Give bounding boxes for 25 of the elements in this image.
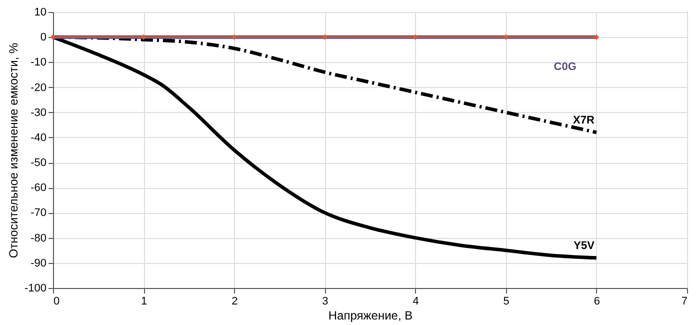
x-tick-label: 1 [141,296,148,308]
y-tick-label: -90 [30,257,46,270]
y-tick-label: -70 [30,207,46,220]
y-tick-label: -60 [30,182,46,194]
y-tick-label: 0 [40,32,46,44]
x-tick-label: 2 [232,296,238,308]
y-tick-label: -30 [30,106,46,119]
y-tick-label: -20 [30,82,46,94]
x-tick-label: 3 [322,296,328,308]
series-label: X7R [573,114,594,126]
y-tick-label: -50 [30,157,46,170]
x-tick-label: 0 [54,296,60,308]
y-tick-label: -80 [30,232,46,244]
x-tick-label: 6 [594,296,600,308]
text: C0G [554,61,576,74]
series-label: Y5V [574,240,596,252]
y-axis-title: Относительное изменение емкости, % [6,42,20,258]
y-tick-label: -10 [30,56,46,69]
x-tick-label: 4 [412,296,419,308]
y-tick-label: 10 [34,6,46,18]
x-tick-label: 7 [681,296,688,308]
y-tick-label: -40 [30,132,46,144]
x-axis-title: Напряжение, В [328,308,413,322]
y-tick-label: -100 [24,282,46,294]
x-tick-label: 5 [503,296,510,308]
